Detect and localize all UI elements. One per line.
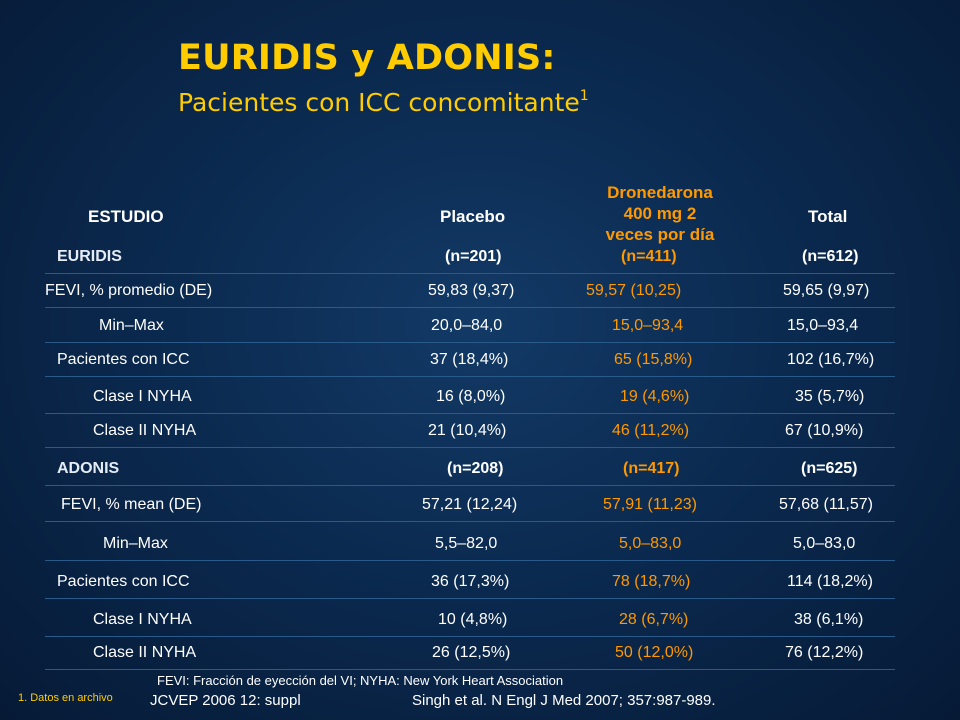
placebo-value: (n=201)	[445, 248, 502, 265]
row-divider	[45, 521, 895, 522]
placebo-value: 59,83 (9,37)	[428, 282, 515, 299]
dronedarona-value: 46 (11,2%)	[612, 422, 690, 439]
dronedarona-value: (n=417)	[623, 460, 680, 477]
row-divider	[45, 307, 895, 308]
row-label: Clase I NYHA	[93, 388, 192, 405]
total-value: 38 (6,1%)	[794, 611, 864, 628]
row-label: FEVI, % mean (DE)	[61, 496, 202, 513]
dronedarona-value: 19 (4,6%)	[620, 388, 690, 405]
placebo-value: 37 (18,4%)	[430, 351, 509, 368]
total-value: 15,0–93,4	[787, 317, 859, 334]
total-value: 114 (18,2%)	[787, 573, 873, 590]
row-label: Pacientes con ICC	[57, 351, 190, 368]
row-label: Min–Max	[103, 535, 168, 552]
subtitle-footnote-marker: 1	[579, 88, 589, 104]
total-value: 67 (10,9%)	[785, 422, 864, 439]
row-divider	[45, 598, 895, 599]
total-value: 59,65 (9,97)	[783, 282, 870, 299]
placebo-value: 57,21 (12,24)	[422, 496, 518, 513]
dronedarona-value: 59,57 (10,25)	[586, 282, 682, 299]
dronedarona-value: (n=411)	[621, 248, 677, 265]
header-placebo: Placebo	[440, 207, 506, 226]
table-row: Clase I NYHA 10 (4,8%) 28 (6,7%) 38 (6,1%)	[45, 603, 895, 637]
dronedarona-value: 57,91 (11,23)	[603, 496, 697, 513]
dronedarona-value: 78 (18,7%)	[612, 573, 691, 590]
table-row: Clase II NYHA 21 (10,4%) 46 (11,2%) 67 (10,…	[45, 414, 895, 448]
row-divider	[45, 669, 895, 670]
table-row: Clase I NYHA 16 (8,0%) 19 (4,6%) 35 (5,7%)	[45, 380, 895, 414]
table-row: Pacientes con ICC 37 (18,4%) 65 (15,8%) 102…	[45, 343, 895, 377]
row-divider	[45, 447, 895, 448]
abbreviations-footnote: FEVI: Fracción de eyección del VI; NYHA:…	[157, 673, 564, 688]
row-divider	[45, 413, 895, 414]
table-row: FEVI, % mean (DE) 57,21 (12,24) 57,91 (11,…	[45, 488, 895, 522]
row-label: FEVI, % promedio (DE)	[45, 282, 213, 299]
reference-nejm: Singh et al. N Engl J Med 2007; 357:987-…	[412, 692, 716, 709]
total-value: 57,68 (11,57)	[779, 496, 873, 513]
slide-title: EURIDIS y ADONIS:	[178, 38, 556, 78]
table-row: FEVI, % promedio (DE) 59,83 (9,37) 59,57 (…	[45, 274, 895, 308]
row-label: Min–Max	[99, 317, 164, 334]
row-label: Clase II NYHA	[93, 644, 197, 661]
section-label: EURIDIS	[57, 248, 122, 265]
section-label: ADONIS	[57, 460, 120, 477]
table-row: Pacientes con ICC 36 (17,3%) 78 (18,7%) 114…	[45, 565, 895, 599]
placebo-value: (n=208)	[447, 460, 504, 477]
total-value: 35 (5,7%)	[795, 388, 865, 405]
row-divider	[45, 560, 895, 561]
dronedarona-value: 15,0–93,4	[612, 317, 684, 334]
row-divider	[45, 636, 895, 637]
total-value: (n=612)	[802, 248, 859, 265]
table-row: Clase II NYHA 26 (12,5%) 50 (12,0%) 76 (12,…	[45, 636, 895, 670]
total-value: (n=625)	[801, 460, 858, 477]
placebo-value: 26 (12,5%)	[432, 644, 511, 661]
header-dronedarona-line3: veces por día	[605, 225, 715, 244]
placebo-value: 16 (8,0%)	[436, 388, 506, 405]
row-divider	[45, 376, 895, 377]
placebo-value: 20,0–84,0	[431, 317, 503, 334]
row-divider	[45, 273, 895, 274]
table-row: Min–Max 5,5–82,0 5,0–83,0 5,0–83,0	[45, 527, 895, 561]
row-label: Clase II NYHA	[93, 422, 197, 439]
table-row: EURIDIS (n=201) (n=411) (n=612)	[45, 240, 895, 274]
total-value: 5,0–83,0	[793, 535, 856, 552]
total-value: 102 (16,7%)	[787, 351, 875, 368]
total-value: 76 (12,2%)	[785, 644, 864, 661]
row-label: Clase I NYHA	[93, 611, 192, 628]
dronedarona-value: 5,0–83,0	[619, 535, 682, 552]
row-label: Pacientes con ICC	[57, 573, 190, 590]
footnote-reference-1: 1. Datos en archivo	[18, 692, 113, 704]
dronedarona-value: 65 (15,8%)	[614, 351, 693, 368]
header-dronedarona: Dronedarona 400 mg 2 veces por día	[575, 182, 745, 245]
header-study: ESTUDIO	[88, 207, 164, 226]
subtitle-text: Pacientes con ICC concomitante	[178, 88, 580, 117]
table-row: Min–Max 20,0–84,0 15,0–93,4 15,0–93,4	[45, 309, 895, 343]
header-dronedarona-line2: 400 mg 2	[623, 204, 697, 223]
row-divider	[45, 485, 895, 486]
row-divider	[45, 342, 895, 343]
dronedarona-value: 28 (6,7%)	[619, 611, 689, 628]
placebo-value: 5,5–82,0	[435, 535, 498, 552]
reference-jcvep: JCVEP 2006 12: suppl	[150, 692, 301, 709]
slide-subtitle: Pacientes con ICC concomitante1	[178, 88, 589, 117]
table-row: ADONIS (n=208) (n=417) (n=625)	[45, 452, 895, 486]
placebo-value: 21 (10,4%)	[428, 422, 507, 439]
dronedarona-value: 50 (12,0%)	[615, 644, 694, 661]
header-dronedarona-line1: Dronedarona	[607, 183, 713, 202]
placebo-value: 36 (17,3%)	[431, 573, 510, 590]
header-total: Total	[808, 207, 848, 226]
placebo-value: 10 (4,8%)	[438, 611, 508, 628]
